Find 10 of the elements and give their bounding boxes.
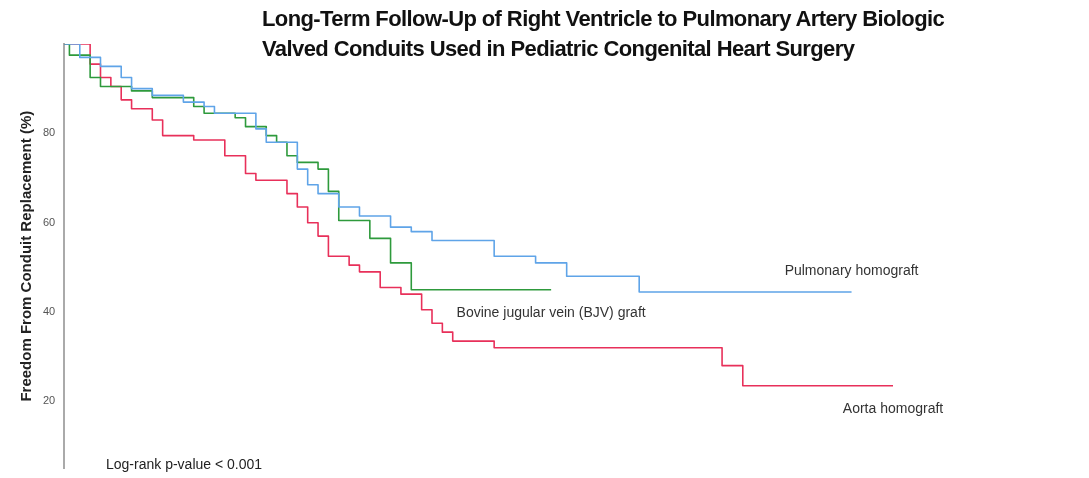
y-tick-label: 20 [42,394,56,407]
y-tick-label: 60 [42,215,56,228]
annotation: Log-rank p-value < 0.001 [106,456,263,472]
series-label: Aorta homograft [842,399,944,416]
series-label: Pulmonary homograft [784,261,919,278]
y-tick-label: 80 [42,126,56,139]
y-tick-label: 40 [42,305,56,318]
y-axis-title: Freedom From Conduit Replacement (%) [17,110,35,402]
chart-title: Long-Term Follow-Up of Right Ventricle to Pulmonary Artery Biologic Valved Conduits Used in Pediatric Congenital Heart Surgery [262,5,946,63]
series-label: Bovine jugular vein (BJV) graft [456,303,646,320]
